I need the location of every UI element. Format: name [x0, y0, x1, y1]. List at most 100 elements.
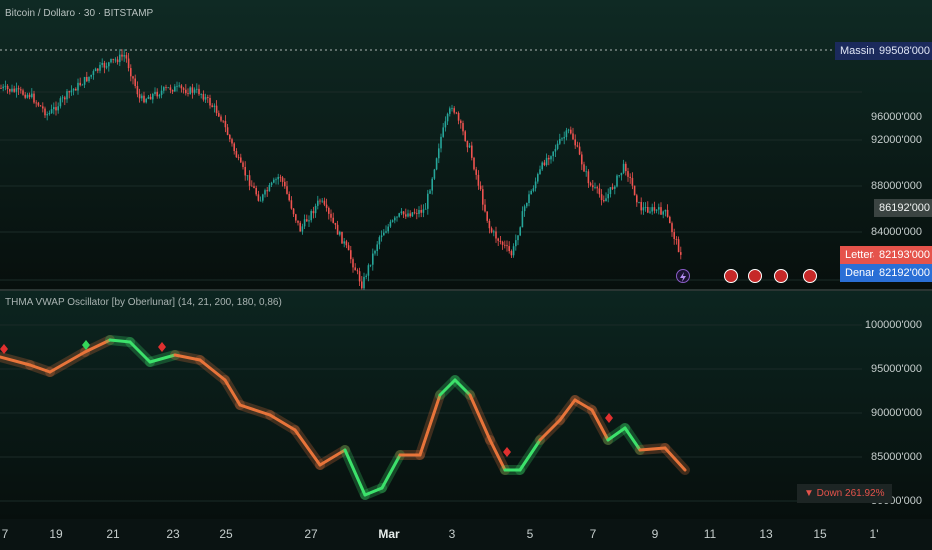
candle-body — [125, 55, 128, 59]
time-label: 3 — [448, 527, 456, 541]
candle-body — [341, 231, 343, 244]
candle-body — [152, 93, 154, 100]
candle-body — [33, 93, 35, 103]
candle-body — [156, 91, 158, 97]
oscillator-segment — [238, 403, 272, 417]
time-label: 23 — [166, 527, 180, 541]
candle-body — [506, 245, 508, 247]
candle-body — [191, 87, 194, 93]
time-label: 9 — [651, 527, 659, 541]
candle-body — [587, 171, 590, 184]
osc-tick: 95000'000 — [870, 363, 922, 375]
signal-diamond — [605, 413, 613, 423]
candle-body — [345, 241, 348, 246]
candle-body — [609, 187, 612, 195]
candle-body — [317, 200, 319, 206]
flag-icon[interactable] — [774, 269, 788, 283]
candle-body — [521, 211, 524, 228]
candle-body — [200, 94, 202, 95]
oscillator-segment — [0, 355, 32, 367]
time-axis-pane[interactable] — [0, 519, 932, 550]
candle-body — [299, 222, 301, 232]
candle-body — [37, 102, 40, 106]
lightning-icon[interactable] — [676, 269, 690, 283]
candle-body — [409, 213, 411, 217]
candle-body — [286, 186, 288, 194]
candle-body — [90, 74, 92, 77]
bid-value-badge: 82192'000 — [874, 264, 932, 282]
candle-body — [416, 213, 418, 214]
candle-body — [427, 193, 429, 209]
oscillator-segment — [173, 353, 202, 362]
candle-body — [554, 148, 557, 152]
candle-body — [541, 162, 543, 170]
candle-body — [2, 86, 4, 89]
candle-body — [374, 250, 376, 254]
candle-body — [534, 181, 537, 189]
candle-body — [17, 88, 20, 90]
price-pane[interactable] — [0, 0, 932, 289]
oscillator-pane[interactable] — [0, 291, 932, 519]
candle-body — [585, 171, 587, 173]
candle-body — [119, 54, 121, 63]
candle-body — [532, 188, 535, 191]
price-tick: 84000'000 — [870, 226, 922, 238]
candle-body — [455, 112, 458, 114]
candle-body — [413, 212, 416, 214]
candle-body — [616, 175, 618, 187]
candle-body — [640, 201, 642, 211]
candle-body — [442, 127, 444, 137]
candle-body — [253, 186, 255, 188]
candle-body — [600, 194, 603, 201]
candle-body — [308, 220, 310, 222]
candle-body — [460, 120, 462, 124]
candle-body — [81, 84, 84, 86]
candle-body — [220, 116, 222, 121]
high-value-badge: 99508'000 — [874, 42, 932, 60]
candle-body — [86, 76, 88, 82]
candle-body — [508, 246, 510, 252]
flag-icon[interactable] — [803, 269, 817, 283]
candle-body — [365, 275, 367, 277]
candle-body — [563, 137, 565, 139]
candle-body — [411, 212, 414, 217]
candle-body — [4, 85, 7, 87]
candle-body — [526, 202, 528, 207]
oscillator-segment — [223, 378, 242, 407]
osc-tick: 100000'000 — [864, 319, 922, 331]
candle-body — [132, 76, 134, 79]
candle-body — [213, 105, 216, 107]
price-tick: 96000'000 — [870, 111, 922, 123]
candle-body — [13, 88, 15, 92]
candle-body — [198, 88, 200, 95]
flag-icon[interactable] — [724, 269, 738, 283]
candle-body — [369, 264, 372, 266]
candle-body — [603, 200, 605, 202]
candle-body — [185, 89, 187, 94]
candle-body — [620, 172, 623, 176]
candle-body — [75, 88, 77, 91]
candle-body — [174, 86, 176, 92]
oscillator-segment — [573, 398, 594, 412]
candle-body — [567, 129, 570, 131]
candle-body — [493, 231, 495, 233]
time-label: 19 — [49, 527, 63, 541]
time-label: 7 — [589, 527, 597, 541]
candle-body — [501, 241, 504, 245]
candle-body — [61, 97, 64, 99]
flag-icon[interactable] — [748, 269, 762, 283]
candle-body — [171, 89, 174, 92]
ask-label-badge: Lettera — [840, 246, 885, 264]
oscillator-segment — [438, 378, 457, 397]
ask-value-badge: 82193'000 — [874, 246, 932, 264]
price-candles — [0, 49, 682, 291]
oscillator-segment — [380, 453, 402, 490]
candle-body — [233, 143, 235, 152]
current-price-badge: 86192'000 — [874, 199, 932, 217]
oscillator-segment — [623, 426, 642, 452]
osc-tick: 90000'000 — [870, 407, 922, 419]
candle-body — [202, 94, 205, 100]
candle-body — [457, 112, 460, 121]
signal-diamond — [503, 447, 511, 457]
